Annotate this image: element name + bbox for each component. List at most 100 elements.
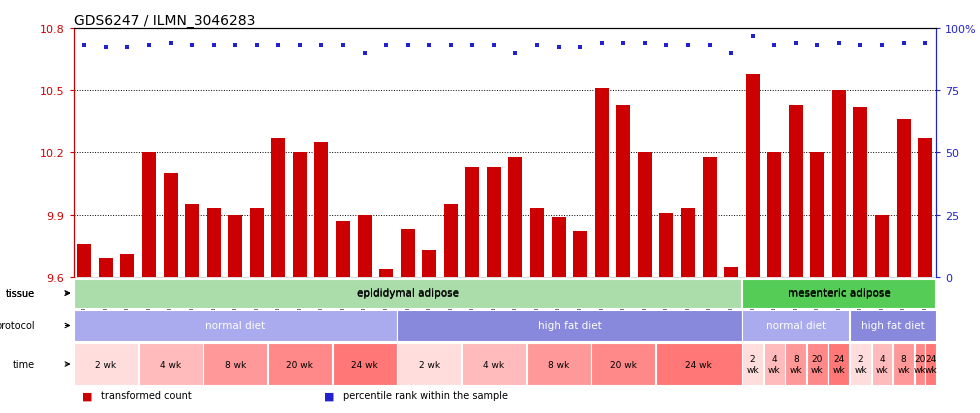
Bar	[121, 254, 134, 277]
Point	[163, 40, 178, 47]
Point	[378, 42, 394, 49]
Bar	[74, 278, 742, 309]
Bar	[530, 209, 544, 277]
Bar	[422, 250, 436, 277]
Bar	[893, 343, 914, 385]
Bar	[763, 343, 785, 385]
Bar	[638, 153, 652, 277]
Bar	[203, 343, 268, 385]
Point	[486, 42, 502, 49]
Text: 4 wk: 4 wk	[160, 360, 181, 369]
Bar	[742, 343, 763, 385]
Bar	[228, 215, 242, 277]
Text: 24 wk: 24 wk	[351, 360, 378, 369]
Point	[249, 42, 265, 49]
Bar	[850, 343, 871, 385]
Point	[120, 44, 135, 51]
Point	[615, 40, 631, 47]
Bar	[397, 311, 742, 341]
Bar	[789, 105, 803, 277]
Bar	[164, 174, 177, 277]
Bar	[703, 157, 716, 277]
Bar	[77, 244, 91, 277]
Point	[76, 42, 92, 49]
Bar	[466, 168, 479, 277]
Bar	[897, 120, 910, 277]
Bar	[854, 107, 867, 277]
Bar	[925, 343, 936, 385]
Point	[335, 42, 351, 49]
Text: percentile rank within the sample: percentile rank within the sample	[343, 390, 508, 401]
Bar	[293, 153, 307, 277]
Bar	[660, 213, 673, 277]
Point	[443, 42, 459, 49]
Bar	[397, 343, 462, 385]
Bar	[142, 153, 156, 277]
Text: 8
wk: 8 wk	[790, 354, 802, 374]
Point	[831, 40, 847, 47]
Text: protocol: protocol	[0, 320, 34, 331]
Point	[400, 42, 416, 49]
Text: transformed count: transformed count	[101, 390, 192, 401]
Bar	[462, 343, 526, 385]
Text: ■: ■	[323, 390, 334, 401]
Bar	[444, 205, 458, 277]
Bar	[250, 209, 264, 277]
Text: 24 wk: 24 wk	[685, 360, 712, 369]
Text: 4
wk: 4 wk	[876, 354, 888, 374]
Bar	[871, 343, 893, 385]
Point	[572, 44, 588, 51]
Bar	[616, 105, 630, 277]
Point	[206, 42, 221, 49]
Point	[745, 34, 760, 40]
Text: 4
wk: 4 wk	[768, 354, 780, 374]
Bar	[656, 343, 742, 385]
Point	[766, 42, 782, 49]
Text: 20 wk: 20 wk	[286, 360, 314, 369]
Bar	[918, 139, 932, 277]
Text: tissue: tissue	[6, 288, 34, 298]
Point	[357, 50, 372, 57]
Bar	[271, 139, 285, 277]
Bar	[74, 279, 742, 308]
Point	[723, 50, 739, 57]
Text: high fat diet: high fat diet	[860, 320, 925, 331]
Point	[659, 42, 674, 49]
Point	[292, 42, 308, 49]
Bar	[573, 232, 587, 277]
Bar	[850, 311, 936, 341]
Bar	[207, 209, 220, 277]
Bar	[724, 267, 738, 277]
Bar	[336, 221, 350, 277]
Text: 2
wk: 2 wk	[855, 354, 866, 374]
Text: 2 wk: 2 wk	[418, 360, 440, 369]
Bar	[552, 217, 565, 277]
Point	[421, 42, 437, 49]
Point	[594, 40, 610, 47]
Bar	[746, 74, 760, 277]
Text: high fat diet: high fat diet	[537, 320, 602, 331]
Text: mesenteric adipose: mesenteric adipose	[788, 288, 890, 298]
Point	[551, 44, 566, 51]
Point	[917, 40, 933, 47]
Bar	[509, 157, 522, 277]
Point	[314, 42, 329, 49]
Bar	[379, 269, 393, 277]
Text: 8 wk: 8 wk	[548, 360, 569, 369]
Bar	[591, 343, 656, 385]
Bar	[74, 311, 397, 341]
Bar	[767, 153, 781, 277]
Text: 8
wk: 8 wk	[898, 354, 909, 374]
Bar	[832, 91, 846, 277]
Point	[680, 42, 696, 49]
Bar	[785, 343, 807, 385]
Text: mesenteric adipose: mesenteric adipose	[788, 288, 890, 298]
Bar	[138, 343, 203, 385]
Point	[184, 42, 200, 49]
Bar	[526, 343, 591, 385]
Point	[896, 40, 911, 47]
Bar	[185, 205, 199, 277]
Bar	[74, 343, 138, 385]
Point	[141, 42, 157, 49]
Text: 2
wk: 2 wk	[747, 354, 759, 374]
